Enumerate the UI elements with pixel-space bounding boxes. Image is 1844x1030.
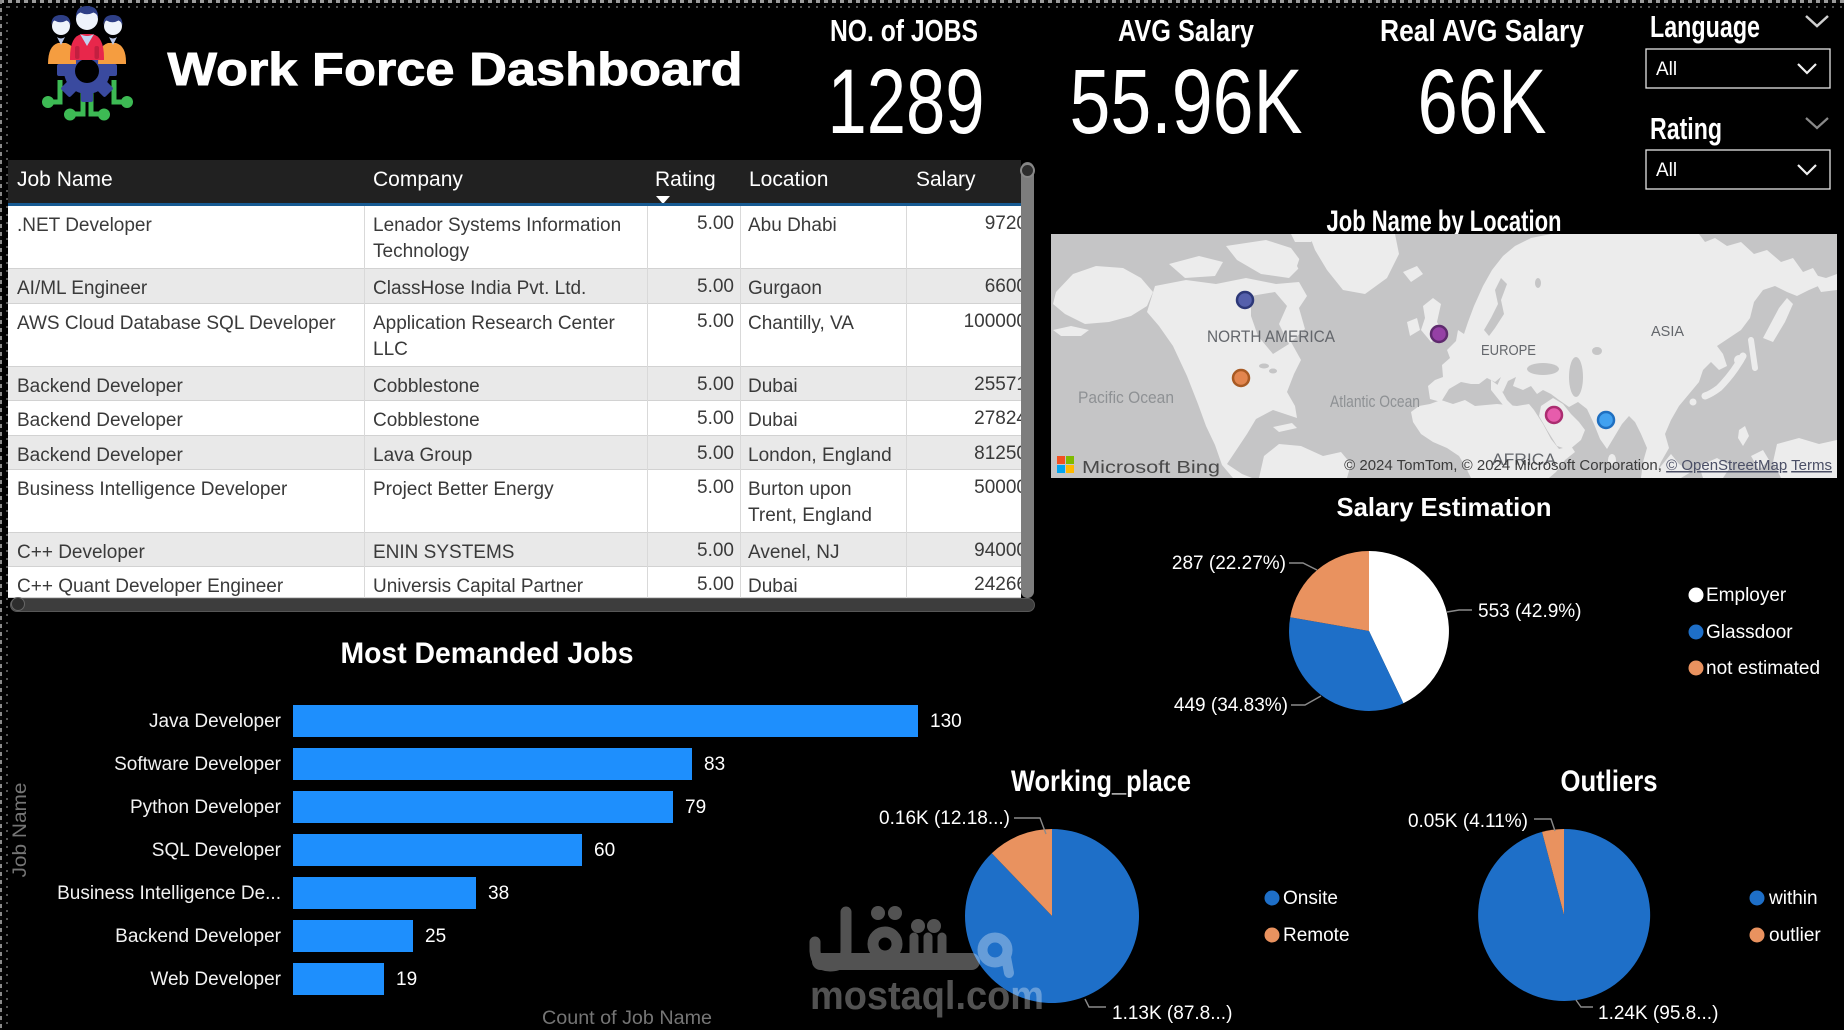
svg-text:38: 38 [488,883,509,904]
svg-text:© 2024 TomTom, © 2024 Microsof: © 2024 TomTom, © 2024 Microsoft Corporat… [1344,457,1832,474]
svg-text:All: All [1656,160,1677,181]
svg-text:1.24K (95.8...): 1.24K (95.8...) [1598,1003,1718,1024]
svg-text:Remote: Remote [1283,925,1350,946]
svg-text:ASIA: ASIA [1651,323,1684,340]
svg-text:All: All [1656,59,1677,80]
svg-text:Java Developer: Java Developer [149,711,282,732]
svg-text:Count of Job Name: Count of Job Name [542,1008,712,1029]
svg-text:130: 130 [930,711,962,732]
svg-text:19: 19 [396,969,417,990]
svg-text:Outliers: Outliers [1561,765,1658,798]
svg-text:NORTH AMERICA: NORTH AMERICA [1207,328,1335,346]
svg-text:55.96K: 55.96K [1070,51,1303,150]
svg-text:Microsoft Bing: Microsoft Bing [1082,457,1220,477]
svg-text:Python Developer: Python Developer [130,797,282,818]
svg-text:60: 60 [594,840,615,861]
svg-text:Real AVG Salary: Real AVG Salary [1380,13,1585,48]
svg-text:Rating: Rating [1650,111,1722,146]
svg-text:Employer: Employer [1706,585,1787,606]
svg-text:not estimated: not estimated [1706,658,1820,679]
svg-text:Job Name by Location: Job Name by Location [1327,205,1562,238]
svg-text:Job Name: Job Name [10,783,31,878]
svg-text:SQL Developer: SQL Developer [152,840,282,861]
svg-text:Backend Developer: Backend Developer [115,926,281,947]
svg-text:Atlantic Ocean: Atlantic Ocean [1330,392,1420,411]
svg-text:Glassdoor: Glassdoor [1706,622,1793,643]
svg-text:outlier: outlier [1769,925,1821,946]
svg-text:Most Demanded Jobs: Most Demanded Jobs [341,637,634,670]
svg-text:553 (42.9%): 553 (42.9%) [1478,601,1582,622]
svg-text:25: 25 [425,926,446,947]
svg-text:NO. of JOBS: NO. of JOBS [830,13,978,48]
svg-text:within: within [1768,888,1818,909]
svg-text:287 (22.27%): 287 (22.27%) [1172,553,1286,574]
svg-text:AVG Salary: AVG Salary [1118,13,1255,48]
svg-text:Pacific Ocean: Pacific Ocean [1078,388,1174,407]
svg-text:83: 83 [704,754,725,775]
svg-text:Language: Language [1650,9,1760,44]
svg-text:Web Developer: Web Developer [150,969,281,990]
svg-text:79: 79 [685,797,706,818]
svg-text:0.05K (4.11%): 0.05K (4.11%) [1408,811,1528,832]
svg-text:1289: 1289 [828,51,985,150]
svg-text:66K: 66K [1418,51,1547,150]
svg-text:1.13K (87.8...): 1.13K (87.8...) [1112,1003,1232,1024]
svg-text:Onsite: Onsite [1283,888,1338,909]
svg-text:EUROPE: EUROPE [1481,342,1536,359]
svg-text:AFRICA: AFRICA [1492,451,1556,469]
svg-text:449 (34.83%): 449 (34.83%) [1174,695,1288,716]
svg-text:Work Force Dashboard: Work Force Dashboard [168,43,743,95]
svg-text:Working_place: Working_place [1011,765,1191,798]
svg-text:mostaql.com: mostaql.com [810,974,1044,1018]
svg-text:Salary Estimation: Salary Estimation [1337,492,1552,522]
svg-text:Business Intelligence De...: Business Intelligence De... [57,883,281,904]
svg-text:Software Developer: Software Developer [114,754,282,775]
svg-text:0.16K (12.18...): 0.16K (12.18...) [879,808,1010,829]
